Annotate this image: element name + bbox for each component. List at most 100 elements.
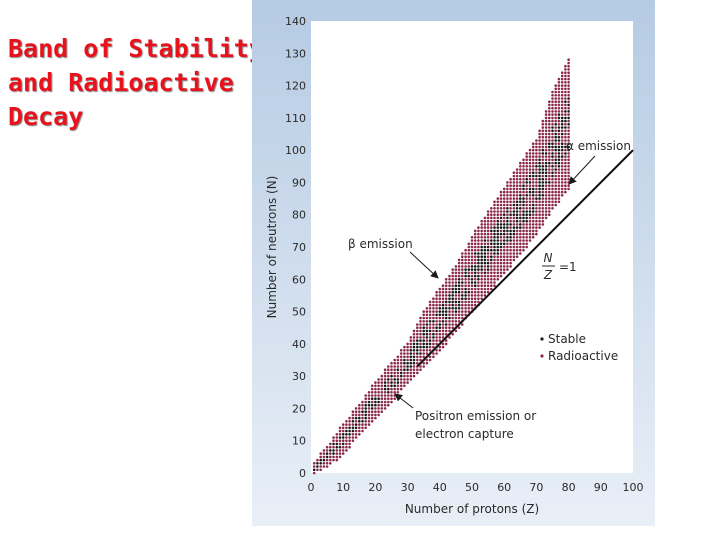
radioactive-nuclide-point [502,261,506,265]
radioactive-nuclide-point [525,223,528,226]
stable-nuclide-point [541,168,545,171]
radioactive-nuclide-point [396,365,400,368]
radioactive-nuclide-point [512,200,516,204]
radioactive-nuclide-point [564,148,567,152]
radioactive-nuclide-point [473,232,477,236]
stable-nuclide-point [432,332,435,336]
radioactive-nuclide-point [541,119,545,123]
legend-stable-marker [540,337,544,341]
stable-nuclide-point [509,232,512,236]
radioactive-nuclide-point [432,326,435,330]
stable-nuclide-point [502,232,506,236]
stable-nuclide-point [477,261,480,265]
stable-nuclide-point [335,442,339,446]
radioactive-nuclide-point [464,281,467,284]
radioactive-nuclide-point [544,148,548,152]
radioactive-nuclide-point [544,213,548,216]
radioactive-nuclide-point [432,307,435,310]
stable-nuclide-point [535,165,538,168]
radioactive-nuclide-point [531,223,535,226]
n-over-z-value: =1 [559,260,577,274]
stable-nuclide-point [557,165,561,168]
radioactive-nuclide-point [557,119,561,123]
radioactive-nuclide-point [551,190,554,194]
radioactive-nuclide-point [548,139,551,142]
stable-nuclide-point [457,287,461,291]
stable-nuclide-point [383,387,387,391]
radioactive-nuclide-point [438,294,442,297]
radioactive-nuclide-point [560,152,564,155]
radioactive-nuclide-point [383,371,387,375]
radioactive-nuclide-point [377,378,380,381]
radioactive-nuclide-point [531,177,535,181]
radioactive-nuclide-point [470,297,474,301]
stable-nuclide-point [528,181,532,184]
radioactive-nuclide-point [557,168,561,171]
radioactive-nuclide-point [470,239,474,242]
radioactive-nuclide-point [525,229,528,233]
radioactive-nuclide-point [567,119,570,123]
stable-nuclide-point [473,268,477,271]
y-tick-label: 120 [285,80,306,93]
radioactive-nuclide-point [564,171,567,174]
radioactive-nuclide-point [390,400,393,404]
radioactive-nuclide-point [380,391,384,394]
radioactive-nuclide-point [467,303,471,307]
radioactive-nuclide-point [538,200,541,204]
radioactive-nuclide-point [464,300,467,304]
radioactive-nuclide-point [493,207,496,210]
radioactive-nuclide-point [548,148,551,152]
radioactive-nuclide-point [522,181,525,184]
stable-nuclide-point [512,203,516,207]
radioactive-nuclide-point [409,371,413,375]
radioactive-nuclide-point [541,142,545,145]
radioactive-nuclide-point [448,310,451,313]
stable-nuclide-point [438,313,442,317]
radioactive-nuclide-point [519,232,522,236]
radioactive-nuclide-point [483,226,487,229]
radioactive-nuclide-point [454,294,458,297]
stable-nuclide-point [480,245,483,249]
radioactive-nuclide-point [515,223,519,226]
radioactive-nuclide-point [496,274,500,278]
radioactive-nuclide-point [515,184,519,187]
stable-nuclide-point [519,223,522,226]
radioactive-nuclide-point [557,181,561,184]
radioactive-nuclide-point [499,239,503,242]
stable-nuclide-point [493,236,496,239]
radioactive-nuclide-point [412,336,416,339]
stable-nuclide-point [454,287,458,291]
radioactive-nuclide-point [538,152,541,155]
radioactive-nuclide-point [522,242,525,246]
stable-nuclide-point [383,384,387,388]
radioactive-nuclide-point [557,110,561,113]
radioactive-nuclide-point [493,219,496,223]
radioactive-nuclide-point [506,187,509,191]
radioactive-nuclide-point [528,223,532,226]
radioactive-nuclide-point [464,284,467,288]
stable-nuclide-point [493,245,496,249]
radioactive-nuclide-point [544,123,548,126]
radioactive-nuclide-point [348,436,351,439]
radioactive-nuclide-point [393,368,396,372]
radioactive-nuclide-point [345,436,348,439]
stable-nuclide-point [464,287,467,291]
radioactive-nuclide-point [467,261,471,265]
radioactive-nuclide-point [348,420,351,423]
radioactive-nuclide-point [509,252,512,255]
radioactive-nuclide-point [490,223,493,226]
y-tick-label: 10 [292,435,306,448]
radioactive-nuclide-point [525,155,528,158]
stable-nuclide-point [551,142,554,145]
radioactive-nuclide-point [461,255,464,258]
radioactive-nuclide-point [454,274,458,278]
radioactive-nuclide-point [422,313,425,317]
y-tick-label: 50 [292,306,306,319]
stable-nuclide-point [541,148,545,152]
radioactive-nuclide-point [432,310,435,313]
radioactive-nuclide-point [554,184,557,187]
radioactive-nuclide-point [383,397,387,401]
radioactive-nuclide-point [541,161,545,165]
radioactive-nuclide-point [361,403,364,407]
radioactive-nuclide-point [464,313,467,317]
